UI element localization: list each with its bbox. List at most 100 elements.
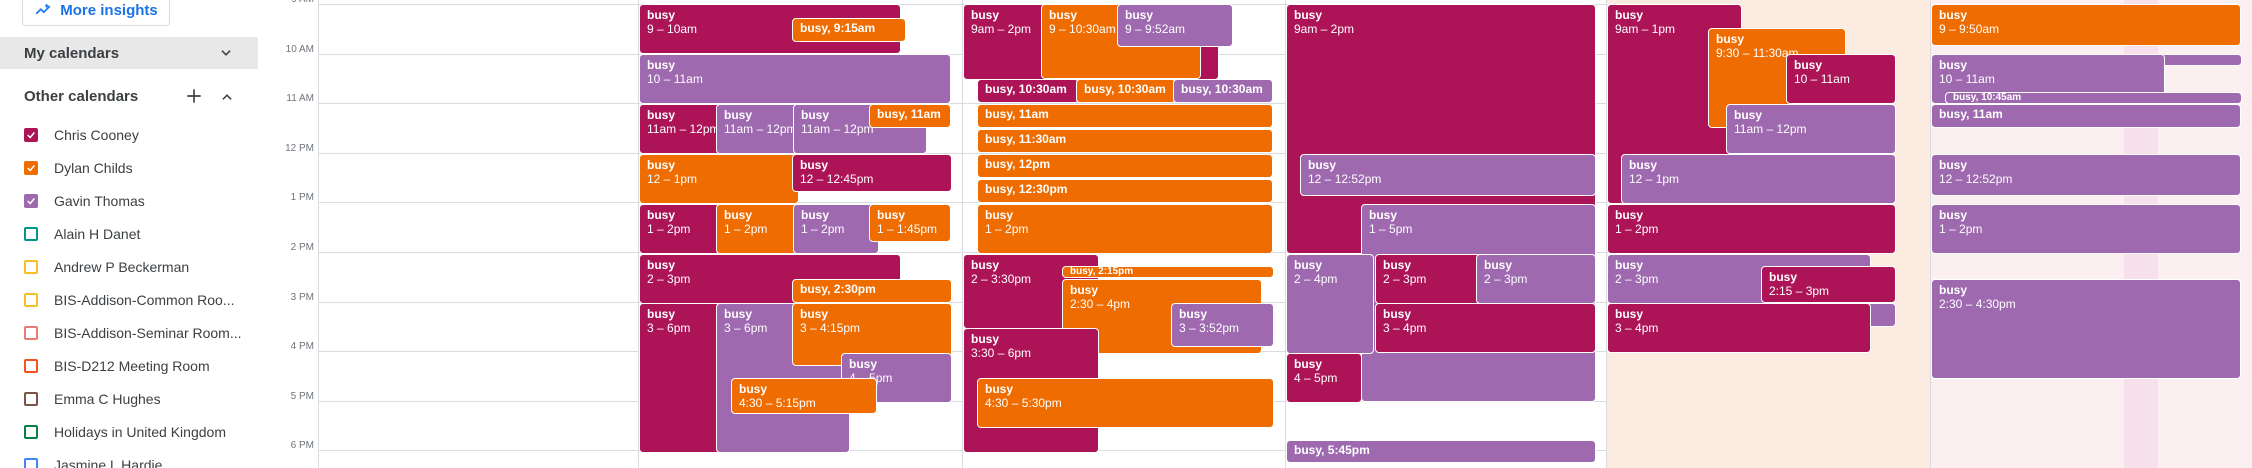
event-block[interactable]: busy 10 – 11am bbox=[639, 54, 951, 104]
checkbox-unchecked-icon[interactable] bbox=[24, 326, 38, 340]
time-label: 9 AM bbox=[244, 0, 314, 5]
event-title: busy bbox=[1383, 258, 1412, 272]
event-time: 9 – 9:52am bbox=[1125, 22, 1186, 36]
calendar-item[interactable]: Alain H Danet bbox=[24, 221, 140, 247]
event-block[interactable]: busy 3 – 3:52pm bbox=[1171, 303, 1274, 347]
event-block[interactable]: busy 1 – 2pm bbox=[977, 204, 1273, 254]
event-time: 11am – 12pm bbox=[1734, 122, 1807, 136]
calendar-item[interactable]: BIS-D212 Meeting Room bbox=[24, 353, 210, 379]
event-block[interactable]: busy 12 – 12:45pm bbox=[792, 154, 952, 192]
event-time: 9am – 1pm bbox=[1615, 22, 1676, 36]
calendar-item[interactable]: Chris Cooney bbox=[24, 122, 139, 148]
event-title: busy bbox=[1294, 8, 1323, 22]
event-block[interactable]: busy, 2:15pm bbox=[1062, 266, 1274, 278]
add-calendar-icon[interactable] bbox=[184, 86, 204, 106]
calendar-item[interactable]: Dylan Childs bbox=[24, 155, 133, 181]
event-block[interactable]: busy 11am – 12pm bbox=[716, 104, 804, 154]
event-time: 2 – 3pm bbox=[1615, 272, 1659, 286]
event-block[interactable]: busy, 10:30am bbox=[1076, 79, 1176, 103]
event-block[interactable]: busy, 10:45am bbox=[1945, 92, 2242, 104]
event-title: busy bbox=[647, 258, 676, 272]
event-block[interactable]: busy 1 – 2pm bbox=[716, 204, 802, 254]
event-block[interactable]: busy 2:15 – 3pm bbox=[1761, 266, 1896, 303]
event-block[interactable]: busy, 2:30pm bbox=[792, 279, 952, 303]
event-title: busy bbox=[1484, 258, 1513, 272]
event-block[interactable]: busy, 10:30am bbox=[977, 79, 1079, 103]
checkbox-checked-icon[interactable] bbox=[24, 194, 38, 208]
event-time: 1 – 2pm bbox=[724, 222, 768, 236]
checkbox-unchecked-icon[interactable] bbox=[24, 227, 38, 241]
event-block[interactable]: busy 12 – 12:52pm bbox=[1931, 154, 2241, 196]
event-block[interactable]: busy 11am – 12pm bbox=[793, 104, 927, 154]
event-block[interactable]: busy 4:30 – 5:15pm bbox=[731, 378, 877, 414]
checkbox-unchecked-icon[interactable] bbox=[24, 359, 38, 373]
event-title: busy, 11am bbox=[985, 107, 1049, 121]
day-divider bbox=[1606, 0, 1607, 468]
check-icon bbox=[27, 165, 35, 172]
event-block[interactable]: busy 11am – 12pm bbox=[639, 104, 725, 154]
calendar-item[interactable]: Emma C Hughes bbox=[24, 386, 161, 412]
time-label: 5 PM bbox=[290, 390, 314, 402]
event-block[interactable]: busy 1 – 1:45pm bbox=[869, 204, 951, 242]
event-block[interactable]: busy 2 – 3pm bbox=[1476, 254, 1596, 304]
event-block[interactable]: busy 3 – 6pm bbox=[639, 303, 725, 453]
event-block[interactable]: busy 1 – 2pm bbox=[1931, 204, 2241, 254]
calendar-item[interactable]: Jasmine L Hardie bbox=[24, 452, 162, 468]
event-block[interactable]: busy 9 – 9:52am bbox=[1117, 4, 1233, 47]
event-block[interactable]: busy 1 – 2pm bbox=[639, 204, 725, 254]
event-block[interactable]: busy 3 – 4pm bbox=[1375, 303, 1596, 353]
event-title: busy bbox=[647, 307, 676, 321]
event-block[interactable]: busy, 10:30am bbox=[1173, 79, 1273, 103]
more-insights-button[interactable]: More insights bbox=[22, 0, 170, 26]
event-title: busy bbox=[647, 58, 676, 72]
event-block[interactable]: busy, 11am bbox=[1931, 104, 2241, 128]
event-block[interactable]: busy, 11am bbox=[977, 104, 1273, 128]
checkbox-checked-icon[interactable] bbox=[24, 161, 38, 175]
event-block[interactable]: busy, 12pm bbox=[977, 154, 1273, 178]
calendar-item[interactable]: BIS-Addison-Seminar Room... bbox=[24, 320, 242, 346]
event-block[interactable]: busy, 5:45pm bbox=[1286, 440, 1596, 463]
event-block[interactable]: busy, 11:30am bbox=[977, 129, 1273, 153]
event-title: busy bbox=[1769, 270, 1798, 284]
event-title: busy, 11am bbox=[1939, 107, 2003, 121]
event-title: busy bbox=[1939, 158, 1968, 172]
event-block[interactable]: busy 11am – 12pm bbox=[1726, 104, 1896, 154]
event-block[interactable]: busy 2:30 – 4:30pm bbox=[1931, 279, 2241, 379]
checkbox-unchecked-icon[interactable] bbox=[24, 425, 38, 439]
chevron-up-icon[interactable] bbox=[220, 90, 234, 104]
event-block[interactable]: busy 1 – 2pm bbox=[1607, 204, 1896, 254]
event-block[interactable]: busy, 9:15am bbox=[792, 18, 906, 42]
event-title: busy bbox=[1939, 8, 1968, 22]
event-block[interactable]: busy 1 – 2pm bbox=[793, 204, 879, 254]
event-title: busy bbox=[1179, 307, 1208, 321]
calendar-item[interactable]: Gavin Thomas bbox=[24, 188, 145, 214]
checkbox-unchecked-icon[interactable] bbox=[24, 293, 38, 307]
event-block[interactable]: busy 4:30 – 5:30pm bbox=[977, 378, 1274, 428]
event-block[interactable]: busy 3 – 4pm bbox=[1607, 303, 1871, 353]
insights-icon bbox=[35, 3, 51, 15]
event-block[interactable]: busy, 11am bbox=[869, 104, 951, 128]
event-block[interactable]: busy 2 – 4pm bbox=[1286, 254, 1374, 354]
event-title: busy bbox=[801, 208, 830, 222]
event-block[interactable]: busy 12 – 12:52pm bbox=[1300, 154, 1596, 196]
event-block[interactable]: busy, 12:30pm bbox=[977, 179, 1273, 203]
event-time: 2 – 3:30pm bbox=[971, 272, 1032, 286]
event-block[interactable]: busy 9 – 9:50am bbox=[1931, 4, 2241, 46]
calendar-item[interactable]: BIS-Addison-Common Roo... bbox=[24, 287, 235, 313]
calendar-name: Dylan Childs bbox=[54, 160, 133, 176]
checkbox-unchecked-icon[interactable] bbox=[24, 392, 38, 406]
checkbox-checked-icon[interactable] bbox=[24, 128, 38, 142]
event-title: busy bbox=[739, 382, 768, 396]
event-time: 1 – 2pm bbox=[1939, 222, 1983, 236]
calendar-item[interactable]: Holidays in United Kingdom bbox=[24, 419, 226, 445]
my-calendars-label: My calendars bbox=[24, 44, 120, 62]
checkbox-unchecked-icon[interactable] bbox=[24, 260, 38, 274]
event-block[interactable]: busy 12 – 1pm bbox=[1621, 154, 1896, 204]
my-calendars-toggle[interactable]: My calendars bbox=[0, 37, 258, 69]
event-block[interactable]: busy 12 – 1pm bbox=[639, 154, 799, 204]
checkbox-unchecked-icon[interactable] bbox=[24, 458, 38, 468]
calendar-item[interactable]: Andrew P Beckerman bbox=[24, 254, 189, 280]
event-block[interactable]: busy 2 – 3pm bbox=[1375, 254, 1483, 304]
event-block[interactable]: busy 10 – 11am bbox=[1786, 54, 1896, 104]
